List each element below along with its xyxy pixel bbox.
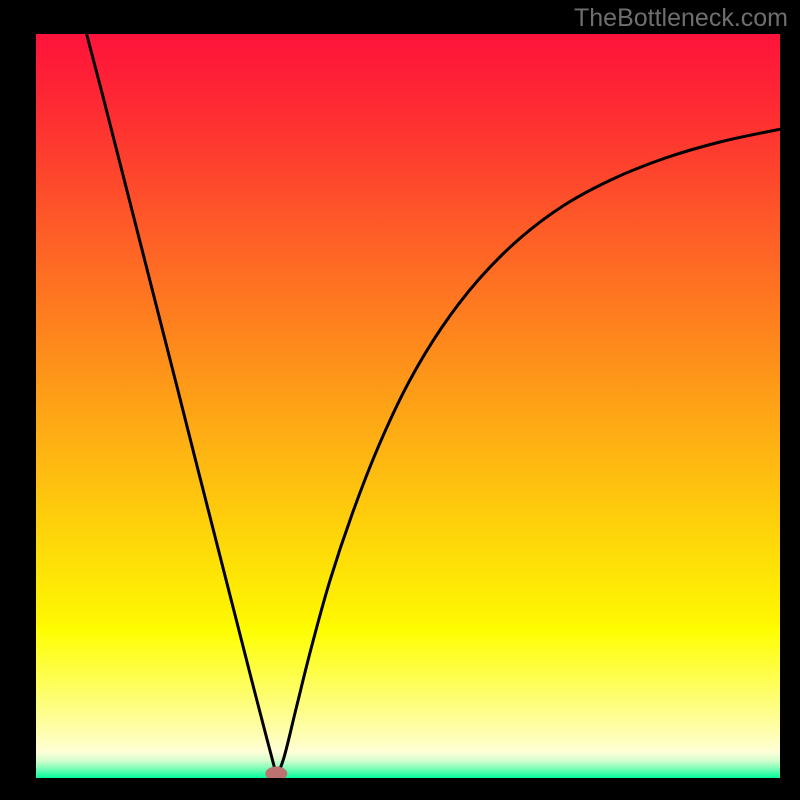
chart-container: TheBottleneck.com xyxy=(0,0,800,800)
watermark-text: TheBottleneck.com xyxy=(574,4,788,33)
chart-background xyxy=(36,34,780,778)
bottleneck-chart xyxy=(0,0,800,800)
